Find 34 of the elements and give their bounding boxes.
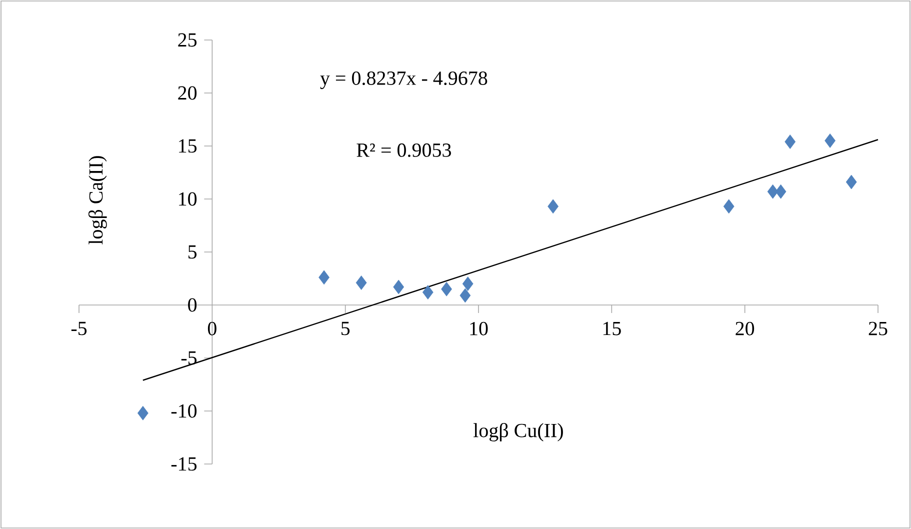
point <box>318 270 330 285</box>
point <box>462 276 474 291</box>
point <box>846 174 857 190</box>
y-tick-label: 5 <box>188 245 197 259</box>
y-tick-label: 15 <box>179 139 197 153</box>
x-tick-label: 15 <box>603 322 621 336</box>
point <box>723 199 734 214</box>
point <box>393 280 404 294</box>
point <box>767 184 778 199</box>
x-tick-label: 25 <box>868 322 888 336</box>
point <box>137 406 148 420</box>
annotation: R² = 0.9053 <box>356 143 451 158</box>
x-tick-label: 10 <box>470 322 488 336</box>
point <box>784 134 796 149</box>
x-tick-label: 0 <box>208 322 216 336</box>
x-axis-title: logβ Cu(II) <box>474 422 563 442</box>
point <box>422 285 434 300</box>
x-tick-label: -5 <box>71 322 87 336</box>
point <box>460 288 471 303</box>
y-tick-label: -15 <box>171 457 197 471</box>
point <box>441 282 452 296</box>
x-tick-label: 20 <box>736 322 754 336</box>
point <box>356 276 367 290</box>
y-tick-label: 20 <box>178 86 197 100</box>
point <box>548 199 559 214</box>
annotation: y = 0.8237x - 4.9678 <box>320 71 488 90</box>
y-axis-title: logβ Ca(II) <box>88 156 107 244</box>
point <box>775 184 786 199</box>
point <box>824 133 836 148</box>
y-tick-label: -10 <box>171 404 197 418</box>
x-tick-label: 5 <box>342 322 350 336</box>
y-tick-label: 0 <box>188 298 197 312</box>
y-tick-label: 10 <box>179 192 197 206</box>
y-tick-label: 25 <box>178 33 197 47</box>
